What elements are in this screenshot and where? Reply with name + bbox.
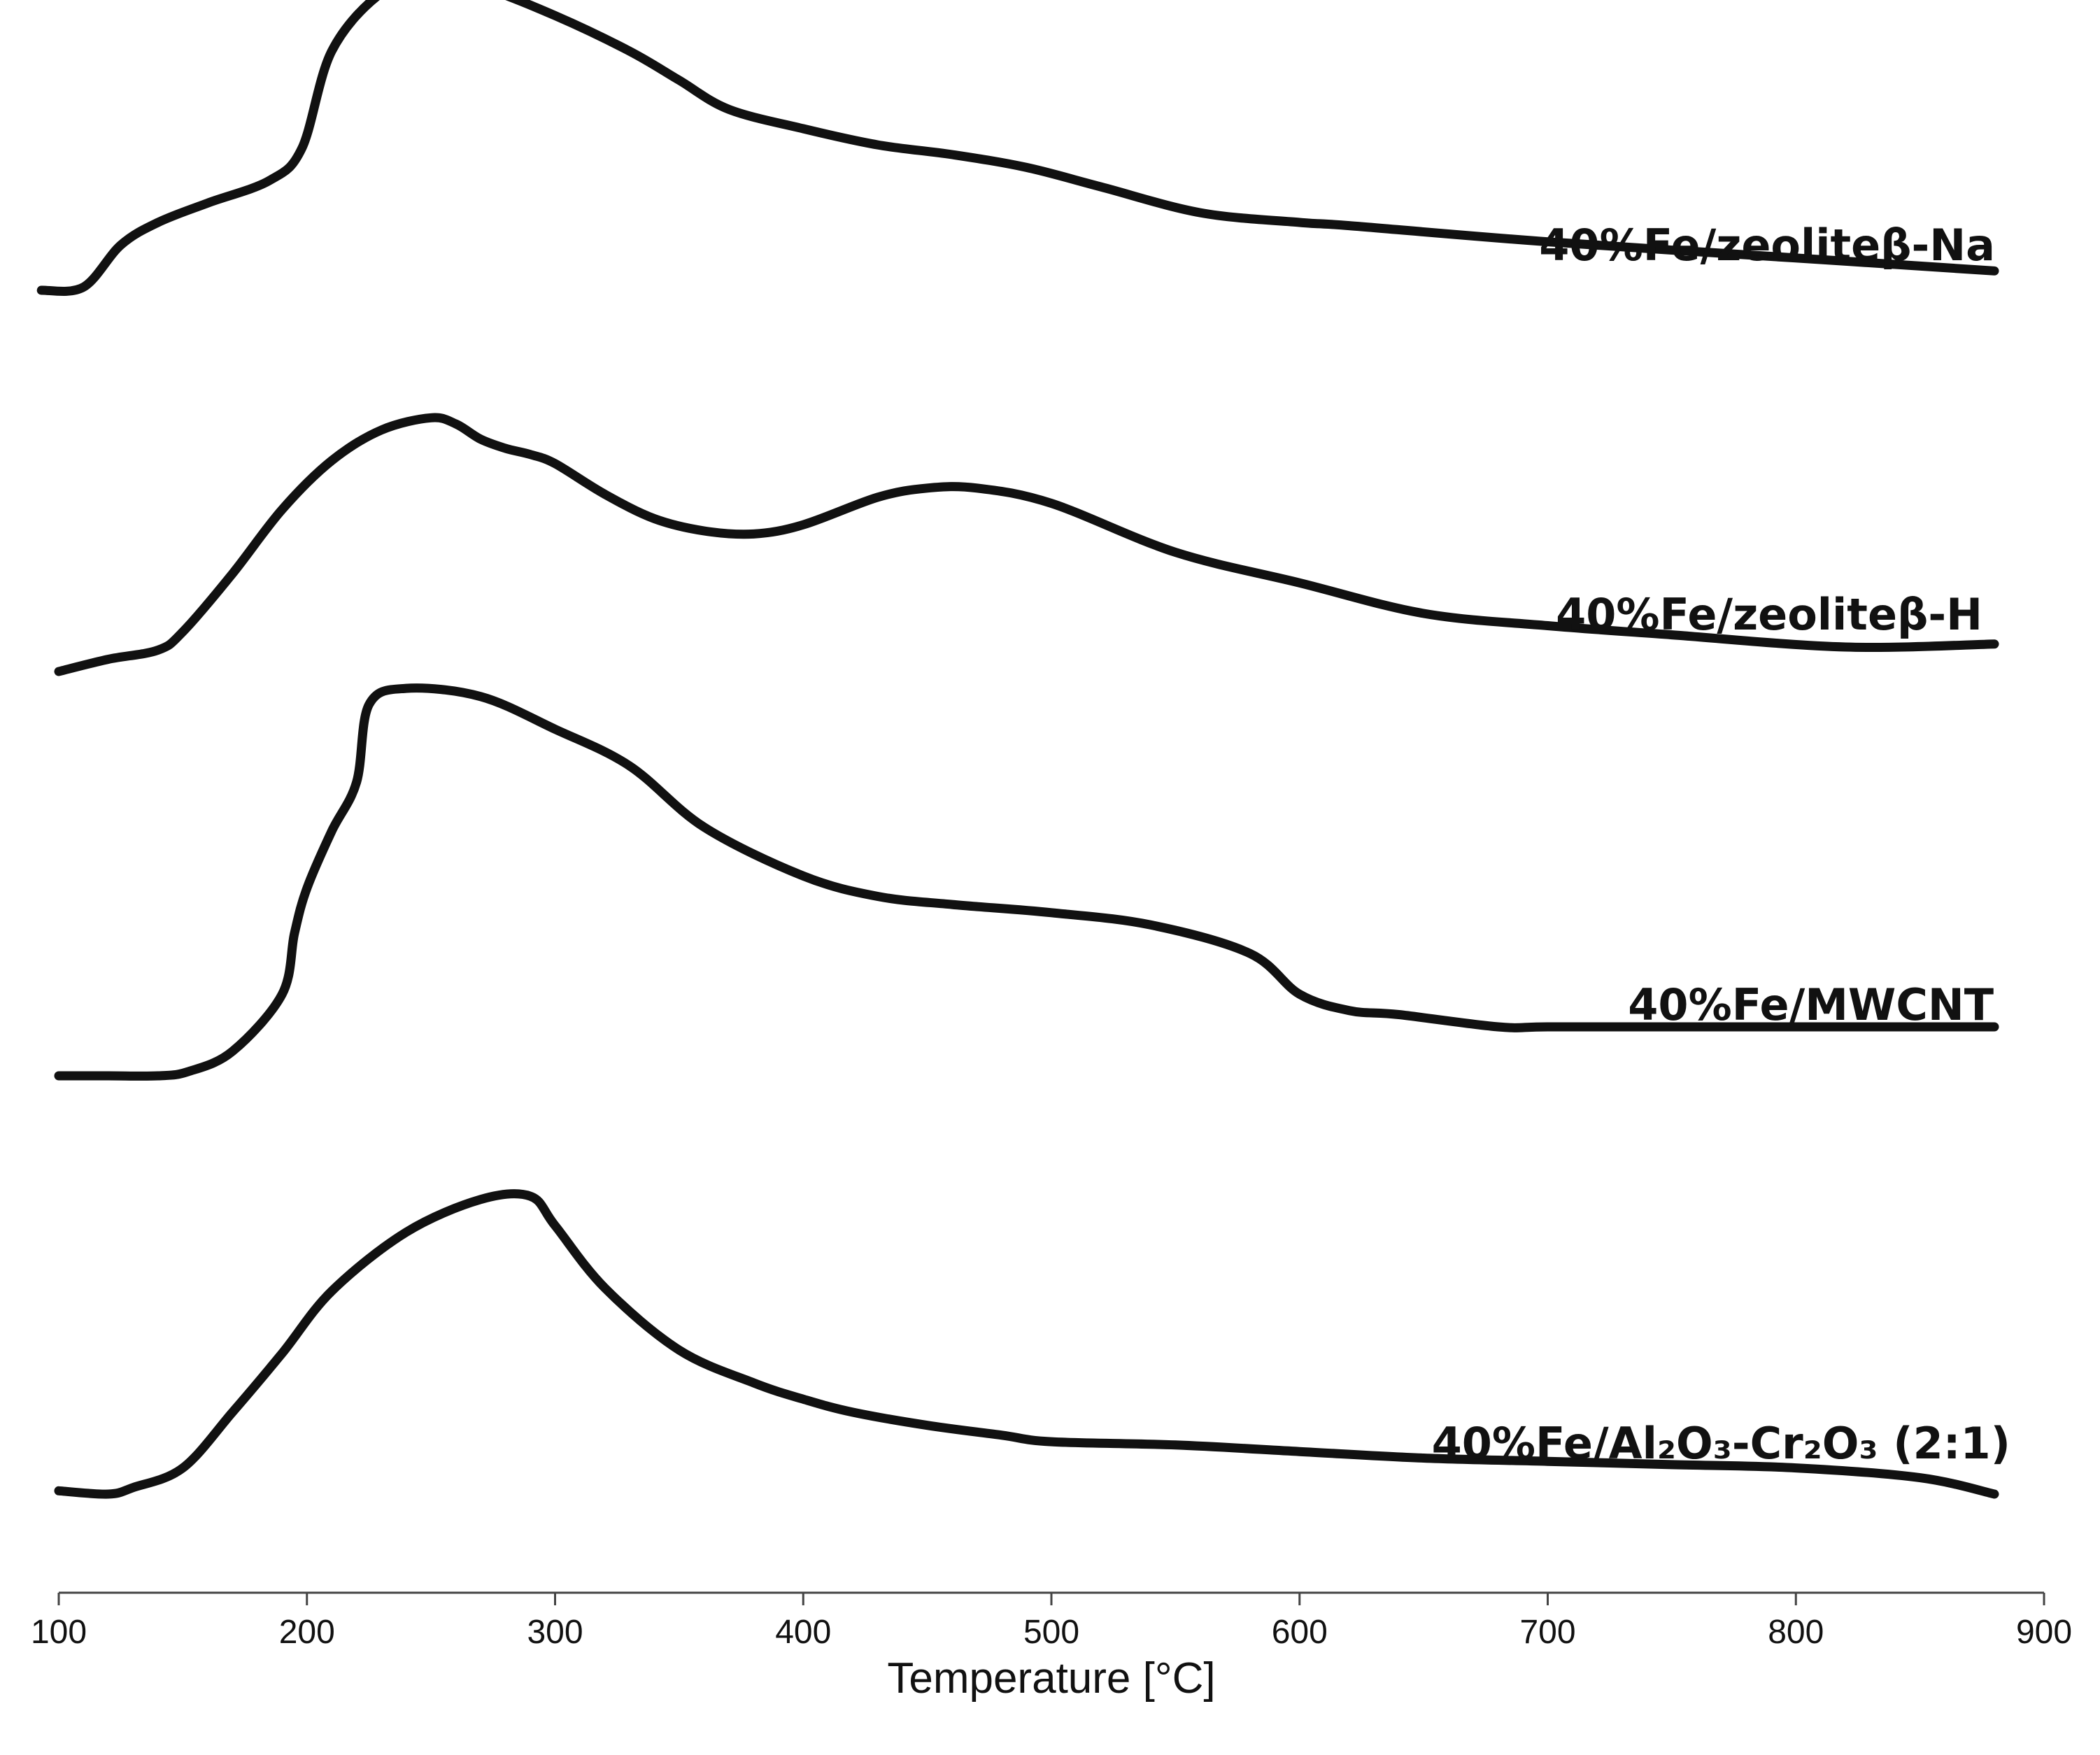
x-tick-label: 400 (775, 1614, 831, 1651)
series-line (54, 413, 1999, 676)
series-line (54, 1189, 1999, 1499)
x-tick-label: 200 (279, 1614, 335, 1651)
series-label: 40%Fe/MWCNT (1628, 979, 1994, 1030)
x-ticks-layer: 100 200 300 400 500 600 700 800 900 (31, 1593, 2072, 1651)
traces-layer (36, 0, 1999, 1499)
series-labels-layer: 40%Fe/zeoliteβ-Na 40%Fe/zeoliteβ-H 40%Fe/M… (1432, 220, 2010, 1469)
x-tick-label: 600 (1272, 1614, 1328, 1651)
x-tick-label: 900 (2016, 1614, 2072, 1651)
x-tick-label: 700 (1519, 1614, 1575, 1651)
series-line (36, 0, 1999, 296)
series-label: 40%Fe/Al₂O₃-Cr₂O₃ (2:1) (1432, 1418, 2010, 1469)
x-tick-label: 800 (1768, 1614, 1824, 1651)
x-tick-label: 500 (1023, 1614, 1079, 1651)
series-label: 40%Fe/zeoliteβ-Na (1539, 220, 1995, 271)
series-line (54, 683, 1999, 1081)
x-tick-label: 100 (31, 1614, 87, 1651)
series-label: 40%Fe/zeoliteβ-H (1556, 589, 1982, 640)
x-axis-title: Temperature [°C] (887, 1654, 1215, 1703)
x-tick-label: 300 (527, 1614, 583, 1651)
